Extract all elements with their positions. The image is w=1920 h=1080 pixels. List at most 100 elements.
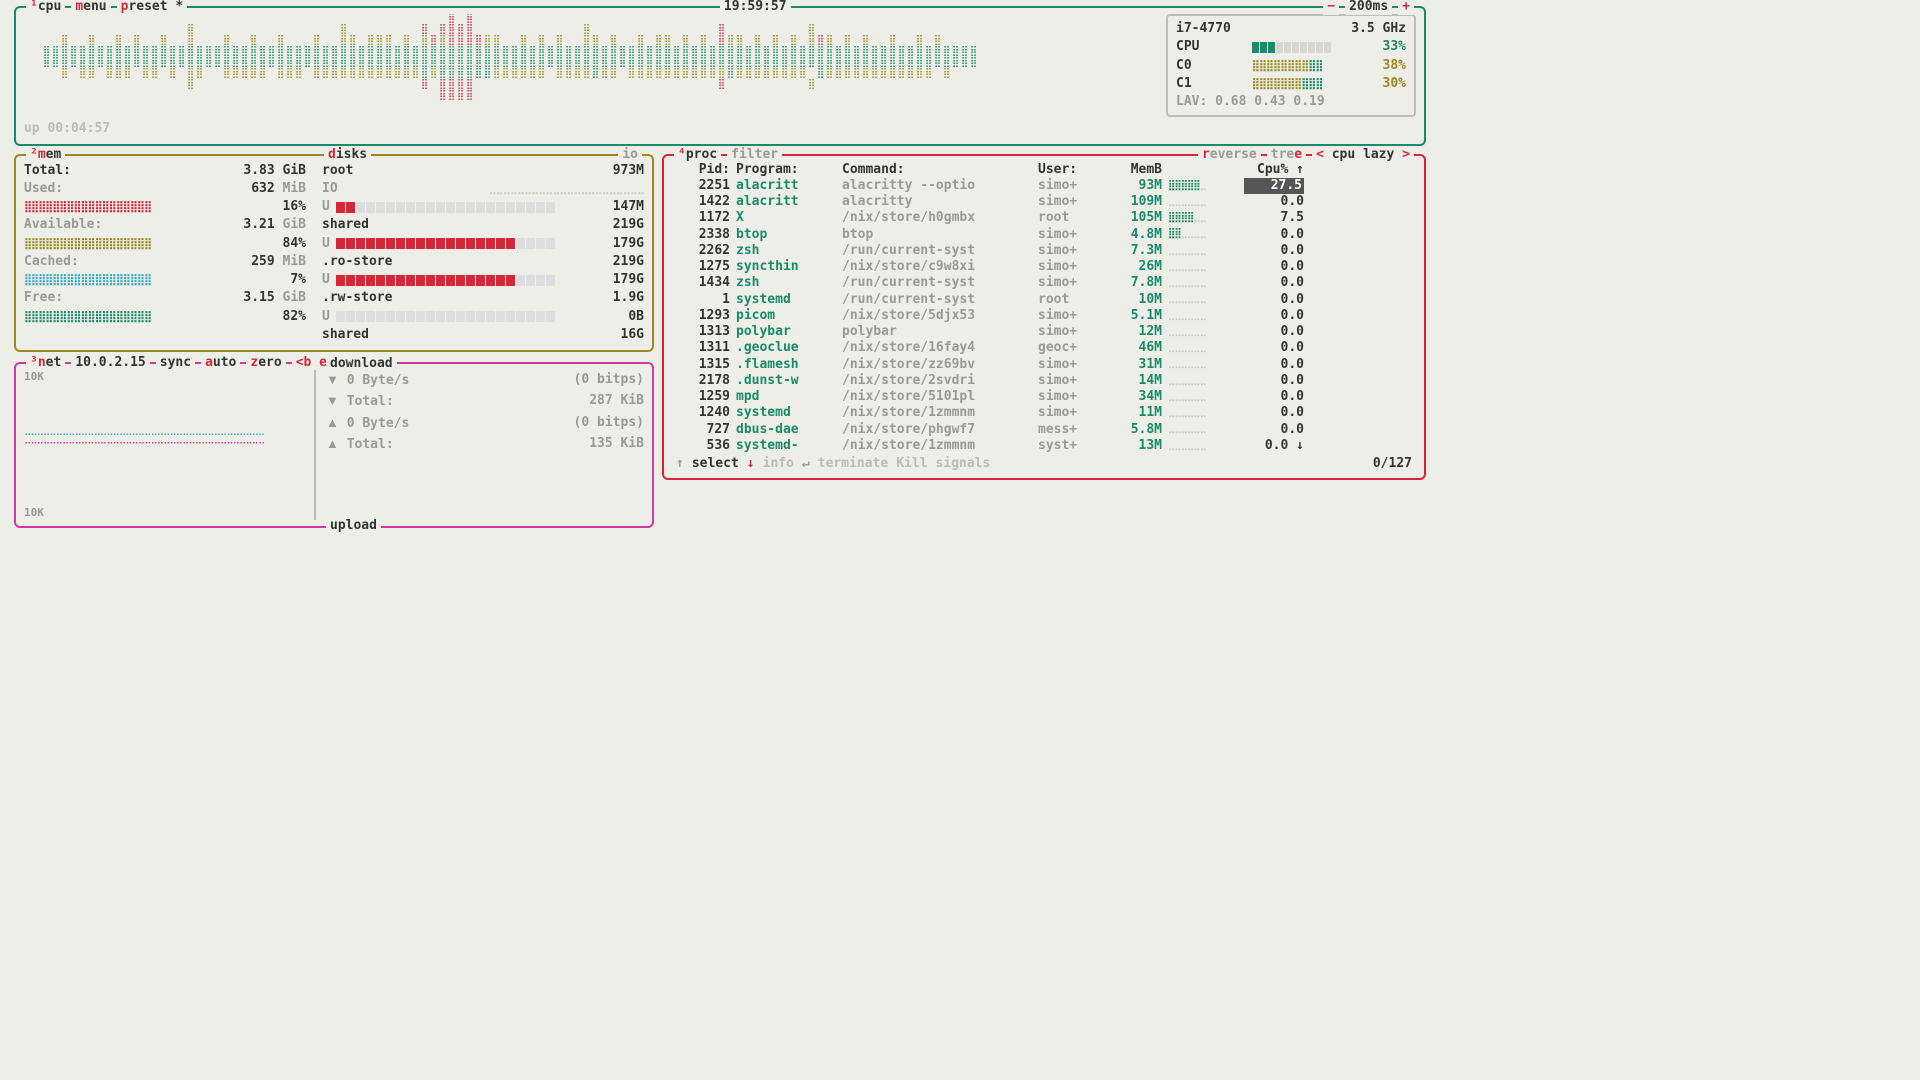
mem-avail-label: Available: xyxy=(24,217,102,233)
proc-program: .dunst-w xyxy=(736,373,836,389)
disk-name: shared xyxy=(322,327,369,343)
net-graph: 10K ⣀⣀⣀⣀⣀⣀⣀⣀⣀⣀⣀⣀⣀⣀⣀⣀⣀⣀⣀⣀⣀⣀⣀⣀⣀⣀⣀⣀⣀⣀⣀⣀⣀⣀⣀⣀… xyxy=(24,370,304,520)
proc-command: /run/current-syst xyxy=(842,243,1032,259)
proc-filter[interactable]: filter xyxy=(727,147,782,163)
proc-row[interactable]: 1293 picom /nix/store/5djx53 simo+ 5.1M … xyxy=(672,308,1416,324)
proc-count: 0/127 xyxy=(1373,456,1412,472)
proc-program: systemd xyxy=(736,292,836,308)
disks-key[interactable]: disks xyxy=(324,147,371,163)
proc-header: Pid: Program: Command: User: MemB Cpu% ↑ xyxy=(672,162,1416,178)
cpu-summary-box: i7-4770 3.5 GHz CPU 33% C0 ⣿⣿⣿⣿⣿⣿⣿⣿⣿⣿ 38… xyxy=(1166,14,1416,117)
proc-user: simo+ xyxy=(1038,373,1100,389)
proc-col-cpu[interactable]: Cpu% ↑ xyxy=(1244,162,1304,178)
proc-cpu: 0.0 xyxy=(1244,405,1304,421)
proc-row[interactable]: 2178 .dunst-w /nix/store/2svdri simo+ 14… xyxy=(672,373,1416,389)
proc-row[interactable]: 727 dbus-dae /nix/store/phgwf7 mess+ 5.8… xyxy=(672,422,1416,438)
proc-tree[interactable]: tree xyxy=(1267,147,1306,163)
mem-cached-unit: MiB xyxy=(283,254,306,269)
proc-col-command[interactable]: Command: xyxy=(842,162,1032,178)
net-ip: 10.0.2.15 xyxy=(71,355,149,371)
proc-pid: 1311 xyxy=(674,340,730,356)
proc-row[interactable]: 1315 .flamesh /nix/store/zz69bv simo+ 31… xyxy=(672,357,1416,373)
proc-row[interactable]: 1311 .geoclue /nix/store/16fay4 geoc+ 46… xyxy=(672,340,1416,356)
proc-mem: 31M xyxy=(1106,357,1162,373)
disk-usage-bar xyxy=(336,275,607,286)
cpu-graph: ⣿ ⣿ ⣿ ⣿ ⣿ ⣿⣿⣿⣿ ⣿ ⣿ ⣿ ⣿ ⣿ ⣿ ⣿ ⣿ ⣿ ⣿ ⣿ ⣿ xyxy=(24,14,1154,117)
proc-row[interactable]: 1422 alacritt alacritty simo+ 109M ⣀⣀⣀⣀⣀… xyxy=(672,194,1416,210)
proc-col-user[interactable]: User: xyxy=(1038,162,1100,178)
proc-program: mpd xyxy=(736,389,836,405)
proc-user: root xyxy=(1038,292,1100,308)
mem-free: 3.15 xyxy=(243,290,274,305)
proc-signals[interactable]: signals xyxy=(936,456,991,472)
proc-user: syst+ xyxy=(1038,438,1100,454)
net-key[interactable]: ³net xyxy=(26,355,65,371)
proc-row[interactable]: 1275 syncthin /nix/store/c9w8xi simo+ 26… xyxy=(672,259,1416,275)
proc-cpu: 0.0 xyxy=(1244,243,1304,259)
net-upload-label: upload xyxy=(326,518,381,534)
proc-pid: 1422 xyxy=(674,194,730,210)
uptime: up 00:04:57 xyxy=(24,121,1416,137)
preset-key[interactable]: preset * xyxy=(117,0,188,15)
disk-usage-label: U xyxy=(322,236,330,252)
proc-program: zsh xyxy=(736,243,836,259)
select-up-icon[interactable]: ↑ xyxy=(676,456,684,472)
disk-usage-val: 0B xyxy=(628,309,644,325)
mem-cached: 259 xyxy=(251,254,274,269)
disk-name: shared xyxy=(322,217,369,233)
net-auto[interactable]: auto xyxy=(201,355,240,371)
proc-user: simo+ xyxy=(1038,308,1100,324)
proc-sort[interactable]: < cpu lazy > xyxy=(1312,147,1414,163)
proc-user: simo+ xyxy=(1038,275,1100,291)
proc-row[interactable]: 2338 btop btop simo+ 4.8M ⣿⣿⣀⣀⣀⣀ 0.0 xyxy=(672,227,1416,243)
proc-col-mem[interactable]: MemB xyxy=(1106,162,1162,178)
select-down-icon[interactable]: ↓ xyxy=(747,456,755,472)
net-zero[interactable]: zero xyxy=(246,355,285,371)
proc-mem: 5.1M xyxy=(1106,308,1162,324)
disk-name: root xyxy=(322,163,353,179)
proc-row[interactable]: 2262 zsh /run/current-syst simo+ 7.3M ⣀⣀… xyxy=(672,243,1416,259)
proc-pid: 1275 xyxy=(674,259,730,275)
menu-key[interactable]: menu xyxy=(71,0,110,15)
proc-col-program[interactable]: Program: xyxy=(736,162,836,178)
disk-size: 219G xyxy=(613,217,644,233)
proc-row[interactable]: 2251 alacritt alacritty --optio simo+ 93… xyxy=(672,178,1416,194)
proc-mem: 26M xyxy=(1106,259,1162,275)
proc-reverse[interactable]: reverse xyxy=(1198,147,1261,163)
net-dn-total: 287 KiB xyxy=(589,393,644,410)
proc-kill[interactable]: Kill xyxy=(896,456,927,472)
proc-key[interactable]: ⁴proc xyxy=(674,147,721,163)
net-sync[interactable]: sync xyxy=(156,355,195,371)
proc-row[interactable]: 1313 polybar polybar simo+ 12M ⣀⣀⣀⣀⣀⣀ 0.… xyxy=(672,324,1416,340)
net-stats: download ▼ 0 Byte/s(0 bitps) ▼ Total:287… xyxy=(314,370,644,520)
proc-pid: 1172 xyxy=(674,210,730,226)
mem-key[interactable]: ²mem xyxy=(26,147,65,163)
proc-cpu: 0.0 ↓ xyxy=(1244,438,1304,454)
proc-row[interactable]: 1434 zsh /run/current-syst simo+ 7.8M ⣀⣀… xyxy=(672,275,1416,291)
mem-free-pct: 82% xyxy=(272,309,306,325)
proc-row[interactable]: 1240 systemd /nix/store/1zmmnm simo+ 11M… xyxy=(672,405,1416,421)
up-arrow-icon: ▲ xyxy=(326,415,339,430)
proc-row[interactable]: 1172 X /nix/store/h0gmbx root 105M ⣿⣿⣿⣿⣀… xyxy=(672,210,1416,226)
update-interval: 200ms xyxy=(1345,0,1392,15)
proc-row[interactable]: 1 systemd /run/current-syst root 10M ⣀⣀⣀… xyxy=(672,292,1416,308)
proc-row[interactable]: 536 systemd- /nix/store/1zmmnm syst+ 13M… xyxy=(672,438,1416,454)
disk-usage-val: 147M xyxy=(613,199,644,215)
mem-avail-bar: ⣿⣿⣿⣿⣿⣿⣿⣿⣿⣿⣿⣿⣿⣿⣿⣿⣿⣿ xyxy=(24,237,151,251)
proc-user: simo+ xyxy=(1038,405,1100,421)
proc-program: alacritt xyxy=(736,178,836,194)
proc-terminate[interactable]: terminate xyxy=(818,456,888,472)
proc-program: systemd xyxy=(736,405,836,421)
proc-col-pid[interactable]: Pid: xyxy=(674,162,730,178)
proc-command: /nix/store/zz69bv xyxy=(842,357,1032,373)
proc-cpu: 0.0 xyxy=(1244,194,1304,210)
cpu-c1-bar: ⣿⣿⣿⣿⣿⣿⣿⣿⣿⣿ xyxy=(1252,77,1323,91)
mem-used-pct: 16% xyxy=(272,199,306,215)
interval-increase[interactable]: + xyxy=(1398,0,1414,15)
cpu-key[interactable]: ¹cpu xyxy=(26,0,65,15)
proc-user: root xyxy=(1038,210,1100,226)
clock: 19:59:57 xyxy=(720,0,791,15)
interval-decrease[interactable]: − xyxy=(1323,0,1339,15)
proc-row[interactable]: 1259 mpd /nix/store/5101pl simo+ 34M ⣀⣀⣀… xyxy=(672,389,1416,405)
proc-info[interactable]: info xyxy=(763,456,794,472)
